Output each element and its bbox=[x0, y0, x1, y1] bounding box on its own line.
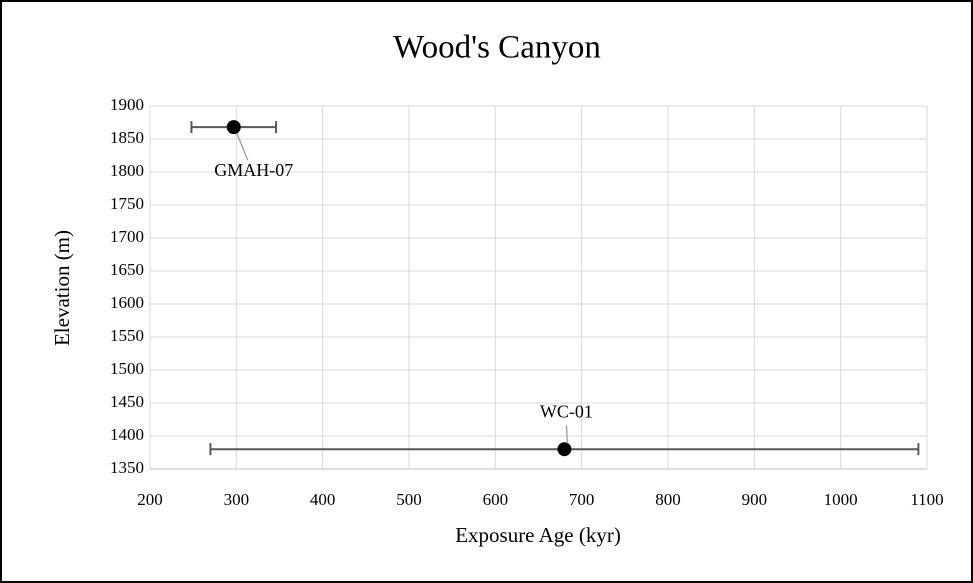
y-tick-label: 1500 bbox=[110, 359, 144, 378]
x-tick-label: 500 bbox=[396, 490, 422, 509]
leader-line bbox=[565, 425, 569, 444]
x-tick-label: 1100 bbox=[910, 490, 943, 509]
x-tick-label: 1000 bbox=[824, 490, 858, 509]
point bbox=[557, 442, 572, 457]
x-tick-label: 200 bbox=[137, 490, 163, 509]
x-axis-title: Exposure Age (kyr) bbox=[455, 523, 621, 547]
leader-line bbox=[236, 132, 249, 161]
point-label: WC-01 bbox=[540, 401, 593, 421]
x-tick-label: 600 bbox=[483, 490, 509, 509]
x-tick-label: 900 bbox=[742, 490, 768, 509]
y-axis-title: Elevation (m) bbox=[50, 230, 74, 346]
y-tick-label: 1600 bbox=[110, 293, 144, 312]
y-tick-label: 1850 bbox=[110, 128, 144, 147]
x-tick-label: 300 bbox=[224, 490, 250, 509]
y-tick-label: 1650 bbox=[110, 260, 144, 279]
x-tick-label: 700 bbox=[569, 490, 595, 509]
y-tick-label: 1800 bbox=[110, 161, 144, 180]
x-tick-label: 400 bbox=[310, 490, 336, 509]
y-tick-label: 1450 bbox=[110, 392, 144, 411]
point bbox=[226, 120, 241, 135]
point-label: GMAH-07 bbox=[214, 160, 293, 180]
y-tick-label: 1750 bbox=[110, 194, 144, 213]
y-tick-label: 1350 bbox=[110, 458, 144, 477]
y-tick-label: 1900 bbox=[110, 95, 144, 114]
y-tick-label: 1400 bbox=[110, 425, 144, 444]
y-tick-label: 1700 bbox=[110, 227, 144, 246]
x-tick-label: 800 bbox=[655, 490, 681, 509]
chart-title: Wood's Canyon bbox=[393, 30, 601, 66]
y-tick-label: 1550 bbox=[110, 326, 144, 345]
